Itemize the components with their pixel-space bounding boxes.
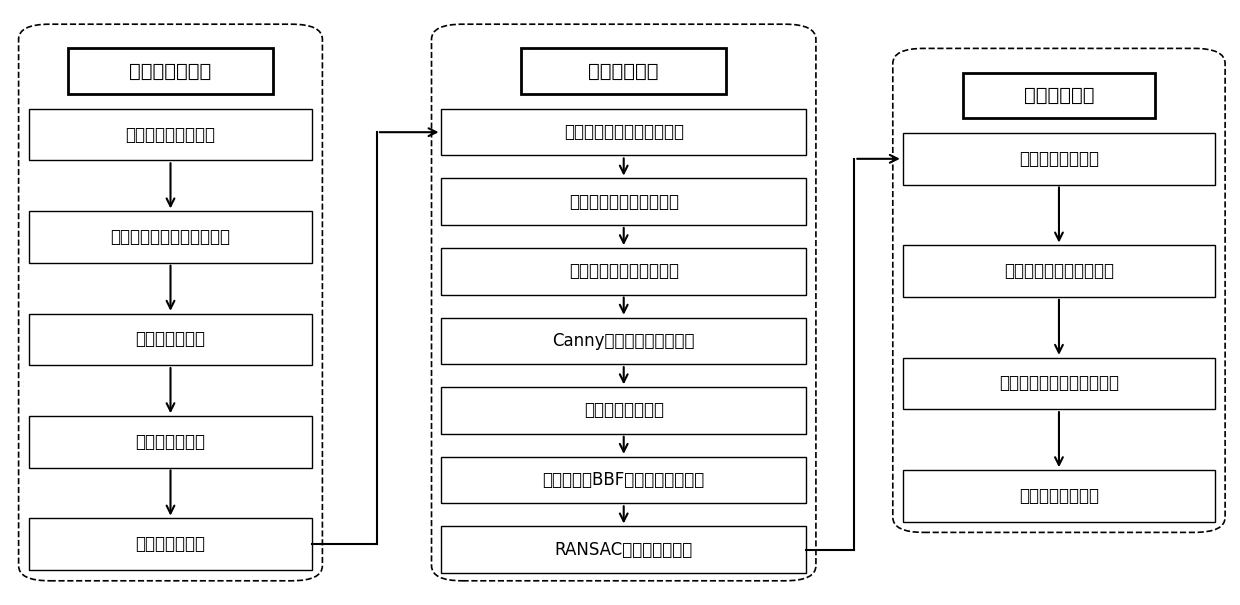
- Text: 生成图像金字塔: 生成图像金字塔: [135, 433, 206, 451]
- FancyBboxPatch shape: [962, 73, 1156, 118]
- Text: 阈值自适应的关键点定位: 阈值自适应的关键点定位: [569, 263, 678, 280]
- Text: 得到最终拼接图像: 得到最终拼接图像: [1019, 487, 1099, 505]
- Text: 双线性内插进行图像插值: 双线性内插进行图像插值: [1004, 262, 1114, 280]
- FancyBboxPatch shape: [441, 248, 806, 295]
- FancyBboxPatch shape: [29, 416, 312, 468]
- FancyBboxPatch shape: [903, 358, 1215, 409]
- FancyBboxPatch shape: [441, 457, 806, 503]
- Text: 生成关键点描述子: 生成关键点描述子: [584, 402, 663, 419]
- FancyBboxPatch shape: [521, 48, 727, 94]
- FancyBboxPatch shape: [441, 109, 806, 155]
- Text: 水下图像预处理: 水下图像预处理: [129, 62, 212, 80]
- FancyBboxPatch shape: [441, 178, 806, 225]
- FancyBboxPatch shape: [29, 518, 312, 570]
- Text: RANSAC关键点精准匹配: RANSAC关键点精准匹配: [554, 541, 693, 558]
- Text: 水下图像白平衡处理: 水下图像白平衡处理: [125, 126, 216, 143]
- Text: 水下图像拼接: 水下图像拼接: [1024, 86, 1094, 105]
- FancyBboxPatch shape: [432, 24, 816, 581]
- Text: 待配准图像的极值点检测: 待配准图像的极值点检测: [569, 193, 678, 211]
- FancyBboxPatch shape: [441, 387, 806, 434]
- Text: 线性渐变算法进行图像合成: 线性渐变算法进行图像合成: [999, 374, 1118, 393]
- FancyBboxPatch shape: [903, 470, 1215, 522]
- FancyBboxPatch shape: [29, 109, 312, 160]
- FancyBboxPatch shape: [441, 318, 806, 364]
- FancyBboxPatch shape: [903, 133, 1215, 185]
- FancyBboxPatch shape: [29, 211, 312, 263]
- Text: 建立待配准图像的尺度空间: 建立待配准图像的尺度空间: [564, 123, 683, 141]
- Text: 哈氏距离和BBF算法关键点粗匹配: 哈氏距离和BBF算法关键点粗匹配: [543, 471, 704, 489]
- FancyBboxPatch shape: [893, 48, 1225, 532]
- FancyBboxPatch shape: [441, 526, 806, 573]
- Text: 多尺度图像融合: 多尺度图像融合: [135, 535, 206, 553]
- Text: Canny算法关键点方向分配: Canny算法关键点方向分配: [553, 332, 694, 350]
- Text: 水下图像配准: 水下图像配准: [589, 62, 658, 80]
- Text: 亮通道自适应直方图均衡化: 亮通道自适应直方图均衡化: [110, 228, 231, 246]
- FancyBboxPatch shape: [19, 24, 322, 581]
- FancyBboxPatch shape: [903, 246, 1215, 297]
- FancyBboxPatch shape: [68, 48, 273, 94]
- Text: 生成标准权重图: 生成标准权重图: [135, 330, 206, 348]
- FancyBboxPatch shape: [29, 313, 312, 365]
- Text: 计算图像变换矩阵: 计算图像变换矩阵: [1019, 150, 1099, 168]
